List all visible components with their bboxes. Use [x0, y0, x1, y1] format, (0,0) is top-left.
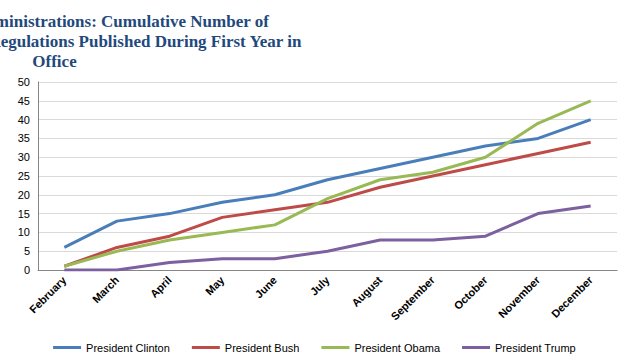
svg-text:Economically Significant Regul: Economically Significant Regulations Pub… [0, 32, 306, 51]
svg-text:35: 35 [18, 132, 30, 144]
svg-text:August: August [349, 274, 384, 309]
svg-text:Office: Office [32, 52, 77, 71]
svg-text:15: 15 [18, 208, 30, 220]
svg-text:September: September [388, 273, 437, 322]
svg-text:10: 10 [18, 226, 30, 238]
svg-text:President Trump: President Trump [495, 342, 576, 354]
svg-text:May: May [203, 273, 227, 297]
svg-text:20: 20 [18, 189, 30, 201]
svg-text:President Obama: President Obama [354, 342, 440, 354]
svg-text:Differences Across Administrat: Differences Across Administrations: Cumu… [0, 12, 273, 31]
svg-text:March: March [90, 274, 122, 306]
svg-text:December: December [549, 273, 596, 320]
svg-text:April: April [148, 274, 174, 300]
svg-text:0: 0 [24, 264, 30, 276]
svg-text:February: February [27, 273, 69, 315]
svg-text:40: 40 [18, 114, 30, 126]
svg-text:President Bush: President Bush [225, 342, 300, 354]
svg-text:50: 50 [18, 76, 30, 88]
svg-text:5: 5 [24, 245, 30, 257]
svg-text:June: June [252, 274, 279, 301]
svg-text:October: October [451, 273, 490, 312]
svg-text:25: 25 [18, 170, 30, 182]
svg-text:President Clinton: President Clinton [86, 342, 170, 354]
svg-text:45: 45 [18, 95, 30, 107]
svg-text:July: July [308, 273, 333, 298]
svg-text:30: 30 [18, 151, 30, 163]
svg-text:November: November [496, 273, 543, 320]
